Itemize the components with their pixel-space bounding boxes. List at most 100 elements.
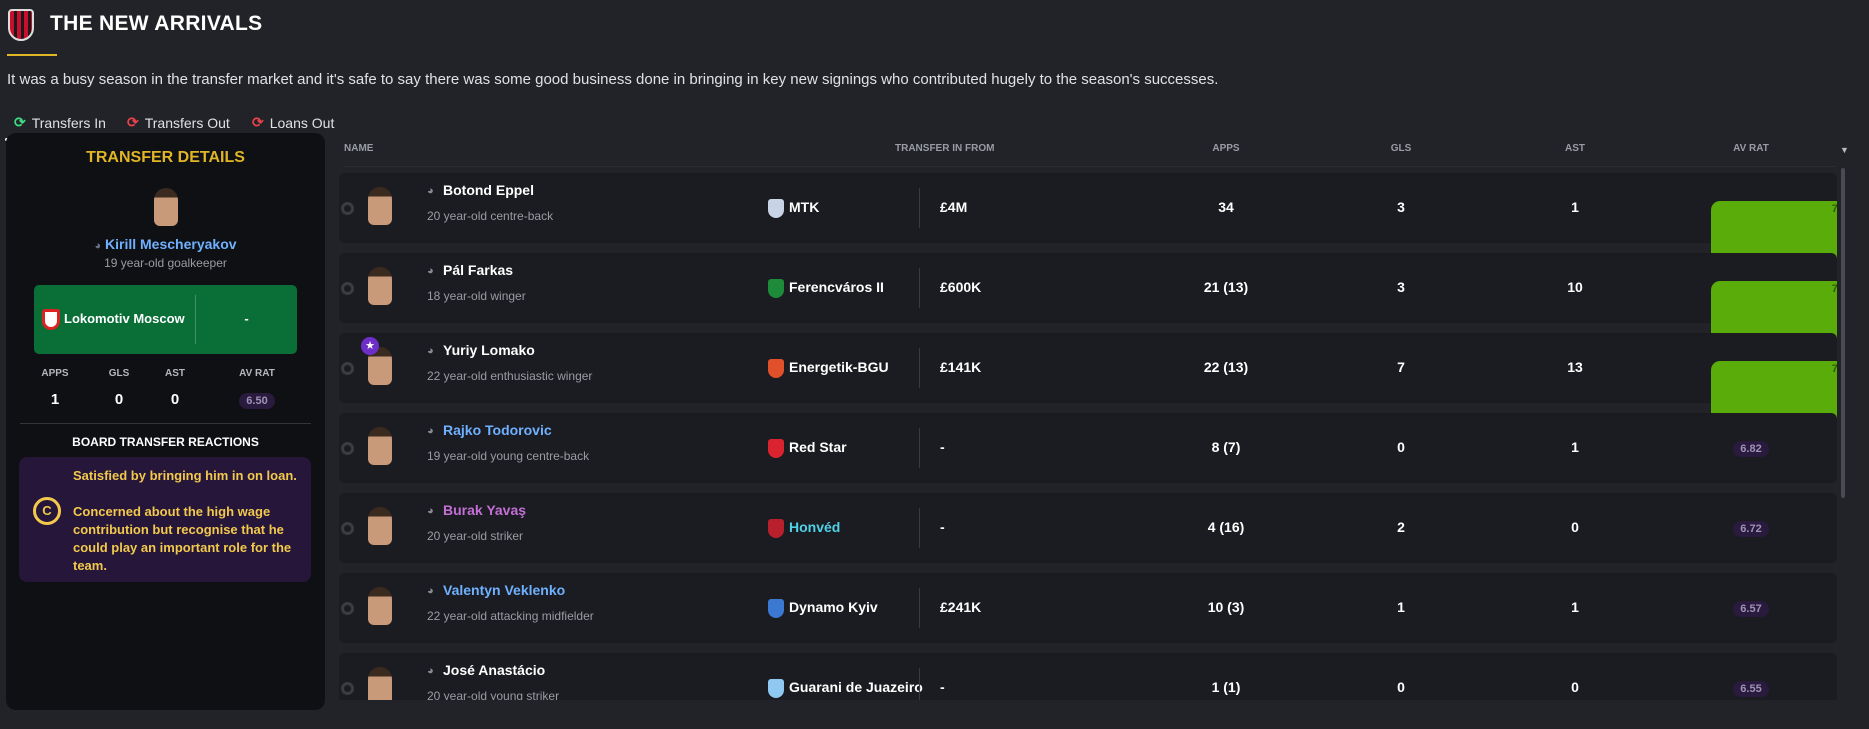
player-name-link[interactable]: Burak Yavaş [443, 502, 527, 518]
person-icon: ◕ [94, 240, 102, 252]
goals-value: 3 [1397, 279, 1405, 295]
apps-value: 1 (1) [1211, 679, 1241, 695]
player-name-link[interactable]: ◕ Kirill Mescheryakov [6, 236, 325, 252]
club-name-link[interactable]: Honvéd [789, 519, 841, 535]
divider [919, 668, 920, 700]
column-header-av-rat[interactable]: AV RAT [1733, 143, 1769, 154]
club-name-link[interactable]: MTK [789, 199, 820, 215]
player-subtitle: 19 year-old young centre-back [427, 449, 590, 463]
player-face-avatar [368, 507, 392, 545]
apps-value: 21 (13) [1203, 279, 1249, 295]
stat-label: GLS [108, 368, 130, 379]
tab-label: Loans Out [269, 114, 335, 131]
rating-badge: 6.82 [1733, 441, 1769, 457]
person-icon: ◕ [427, 425, 434, 437]
select-radio[interactable] [341, 362, 354, 375]
apps-value: 10 (3) [1207, 599, 1245, 615]
player-name-link[interactable]: José Anastácio [443, 662, 546, 678]
transfer-fee: £241K [940, 599, 982, 615]
table-row[interactable]: ◕ Pál Farkas 18 year-old winger Ferencvá… [339, 253, 1837, 350]
table-row[interactable]: ◕ Valentyn Veklenko 22 year-old attackin… [339, 573, 1837, 643]
club-logo [768, 279, 784, 298]
transfer-fee: - [940, 439, 945, 455]
club-logo [768, 359, 784, 378]
transfer-summary-box: Lokomotiv Moscow - [34, 285, 297, 354]
table-row[interactable]: ◕ Botond Eppel 20 year-old centre-back M… [339, 173, 1837, 270]
scrollbar[interactable] [1841, 168, 1845, 498]
table-row[interactable]: ◕ José Anastácio 20 year-old young strik… [339, 653, 1837, 700]
club-name-link[interactable]: Ferencváros II [789, 279, 884, 295]
goals-value: 1 [1397, 599, 1405, 615]
transfer-fee: - [940, 519, 945, 535]
goals-value: 7 [1397, 359, 1405, 375]
assists-value: 0 [1571, 519, 1579, 535]
divider [919, 588, 920, 628]
select-radio[interactable] [341, 602, 354, 615]
club-crest-logo [8, 9, 34, 41]
tab-transfers-in[interactable]: ⟳ Transfers In [14, 114, 106, 131]
assists-value: 1 [1571, 199, 1579, 215]
panel-title: TRANSFER DETAILS [86, 149, 245, 166]
tab-label: Transfers Out [144, 114, 230, 131]
transfer-fee: £141K [940, 359, 982, 375]
person-icon: ◕ [427, 505, 434, 517]
player-name-link[interactable]: Pál Farkas [443, 262, 514, 278]
select-radio[interactable] [341, 682, 354, 695]
transfer-out-icon: ⟳ [127, 114, 139, 130]
table-row[interactable]: ★ ◕ Yuriy Lomako 22 year-old enthusiasti… [339, 333, 1837, 430]
player-subtitle: 20 year-old young striker [427, 689, 560, 700]
table-row[interactable]: ◕ Rajko Todorovic 19 year-old young cent… [339, 413, 1837, 483]
tab-loans-out[interactable]: ⟳ Loans Out [252, 114, 334, 131]
club-name-link[interactable]: Guarani de Juazeiro [789, 679, 923, 695]
player-face-avatar [368, 427, 392, 465]
stat-label: AST [165, 368, 185, 379]
select-radio[interactable] [341, 522, 354, 535]
player-face-avatar [368, 667, 392, 700]
star-icon: ★ [361, 337, 379, 355]
divider [20, 423, 311, 424]
player-face-avatar [368, 267, 392, 305]
player-name-link[interactable]: Valentyn Veklenko [443, 582, 566, 598]
divider [919, 508, 920, 548]
divider [919, 188, 920, 228]
column-header-apps[interactable]: APPS [1212, 143, 1240, 154]
player-subtitle: 20 year-old striker [427, 529, 524, 543]
rating-badge: 6.57 [1733, 601, 1769, 617]
stat-label: AV RAT [239, 368, 275, 379]
apps-value: 8 (7) [1211, 439, 1241, 455]
player-name-link[interactable]: Botond Eppel [443, 182, 534, 198]
stat-label: APPS [41, 368, 69, 379]
table-row[interactable]: ◕ Burak Yavaş 20 year-old striker Honvéd… [339, 493, 1837, 563]
club-name-link[interactable]: Energetik-BGU [789, 359, 889, 375]
column-header-transfer-from[interactable]: TRANSFER IN FROM [895, 143, 995, 154]
player-name-link[interactable]: Yuriy Lomako [443, 342, 535, 358]
tab-label: Transfers In [31, 114, 106, 131]
column-header-ast[interactable]: AST [1565, 143, 1585, 154]
assists-value: 0 [1571, 679, 1579, 695]
goals-value: 0 [1397, 679, 1405, 695]
club-logo [768, 599, 784, 618]
column-header-gls[interactable]: GLS [1390, 143, 1412, 154]
club-name-link[interactable]: Dynamo Kyiv [789, 599, 878, 615]
player-face-avatar [154, 188, 178, 226]
player-subtitle: 18 year-old winger [427, 289, 526, 303]
sort-dropdown-icon[interactable]: ▼ [1840, 145, 1849, 155]
transfer-in-icon: ⟳ [14, 114, 26, 130]
board-reactions-title: BOARD TRANSFER REACTIONS [72, 435, 259, 449]
from-club[interactable]: Lokomotiv Moscow [64, 311, 185, 326]
player-face-avatar [368, 187, 392, 225]
player-name-link[interactable]: Rajko Todorovic [443, 422, 552, 438]
column-header-name[interactable]: NAME [344, 143, 374, 154]
assists-value: 1 [1571, 599, 1579, 615]
club-name-link[interactable]: Red Star [789, 439, 847, 455]
transfer-fee: £600K [940, 279, 982, 295]
goals-value: 2 [1397, 519, 1405, 535]
tab-transfers-out[interactable]: ⟳ Transfers Out [127, 114, 230, 131]
transfer-details-panel: TRANSFER DETAILS ◕ Kirill Mescheryakov 1… [6, 133, 325, 710]
club-logo [768, 679, 784, 698]
select-radio[interactable] [341, 282, 354, 295]
select-radio[interactable] [341, 442, 354, 455]
person-icon: ◕ [427, 345, 434, 357]
select-radio[interactable] [341, 202, 354, 215]
transfer-fee: - [940, 679, 945, 695]
